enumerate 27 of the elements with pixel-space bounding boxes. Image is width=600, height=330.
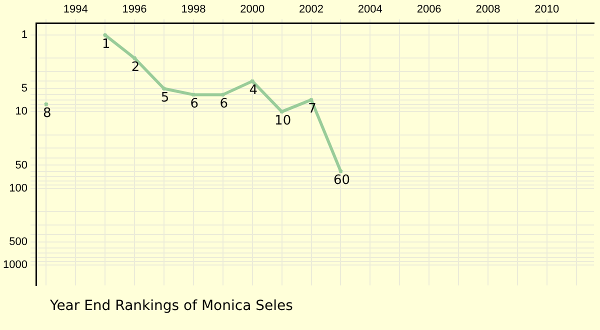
x-tick-label: 2006: [416, 4, 442, 16]
y-tick-label: 10: [15, 106, 28, 118]
data-label: 8: [43, 106, 52, 122]
data-label: 6: [220, 96, 228, 112]
data-label: 4: [249, 83, 258, 98]
y-tick-label: 5: [21, 82, 28, 95]
y-tick-label: 1000: [2, 258, 28, 271]
x-tick-label: 2004: [358, 4, 382, 16]
data-label: 60: [333, 173, 350, 188]
x-tick-label: 1998: [181, 4, 206, 16]
data-label: 1: [102, 36, 110, 52]
data-label: 10: [274, 114, 292, 129]
y-tick-label: 1: [21, 29, 28, 42]
x-tick-label: 2008: [476, 4, 500, 16]
x-tick-label: 1996: [122, 4, 147, 16]
x-tick-label: 2000: [240, 4, 265, 16]
x-tick-label: 1994: [63, 4, 88, 16]
x-tick-label: 2010: [534, 4, 560, 16]
data-label: 2: [131, 60, 140, 76]
text: Year End Rankings of Monica Seles: [50, 298, 293, 314]
data-label: 6: [190, 96, 199, 112]
y-tick-label: 100: [9, 182, 28, 194]
data-label: 7: [308, 102, 316, 117]
y-tick-label: 50: [15, 159, 28, 172]
data-label: 5: [160, 90, 170, 106]
y-tick-label: 500: [9, 236, 28, 248]
x-tick-label: 2002: [299, 4, 324, 16]
